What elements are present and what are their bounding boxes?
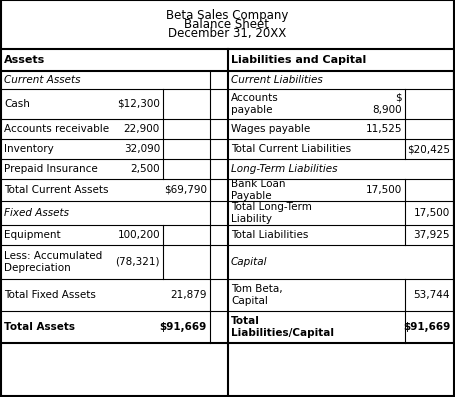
Text: Total Assets: Total Assets: [4, 322, 75, 332]
Text: Cash: Cash: [4, 99, 30, 109]
Text: Total Long-Term
Liability: Total Long-Term Liability: [231, 202, 312, 224]
Text: Beta Sales Company: Beta Sales Company: [166, 8, 288, 21]
Text: Wages payable: Wages payable: [231, 124, 310, 134]
Text: 17,500: 17,500: [414, 208, 450, 218]
Text: Liabilities and Capital: Liabilities and Capital: [231, 55, 366, 65]
Text: Equipment: Equipment: [4, 230, 61, 240]
Text: Less: Accumulated
Depreciation: Less: Accumulated Depreciation: [4, 251, 102, 274]
Text: 100,200: 100,200: [117, 230, 160, 240]
Text: 2,500: 2,500: [131, 164, 160, 174]
Text: $91,669: $91,669: [160, 322, 207, 332]
Text: $91,669: $91,669: [403, 322, 450, 332]
Text: Total Fixed Assets: Total Fixed Assets: [4, 290, 96, 300]
Text: Accounts receivable: Accounts receivable: [4, 124, 109, 134]
Text: Bank Loan
Payable: Bank Loan Payable: [231, 179, 285, 201]
Text: Balance Sheet: Balance Sheet: [184, 18, 269, 31]
Text: 17,500: 17,500: [366, 185, 402, 195]
Text: Total Current Liabilities: Total Current Liabilities: [231, 144, 351, 154]
Text: Assets: Assets: [4, 55, 45, 65]
Text: 32,090: 32,090: [124, 144, 160, 154]
Text: Total Current Assets: Total Current Assets: [4, 185, 108, 195]
Text: Capital: Capital: [231, 257, 268, 267]
Text: Total Liabilities: Total Liabilities: [231, 230, 308, 240]
Text: $
8,900: $ 8,900: [372, 93, 402, 116]
Text: Accounts
payable: Accounts payable: [231, 93, 279, 116]
Text: Fixed Assets: Fixed Assets: [4, 208, 69, 218]
Text: $12,300: $12,300: [117, 99, 160, 109]
Text: Current Assets: Current Assets: [4, 75, 81, 85]
Text: $69,790: $69,790: [164, 185, 207, 195]
Text: 21,879: 21,879: [171, 290, 207, 300]
Text: $20,425: $20,425: [407, 144, 450, 154]
Text: December 31, 20XX: December 31, 20XX: [168, 27, 286, 40]
Text: Prepaid Insurance: Prepaid Insurance: [4, 164, 98, 174]
Text: Tom Beta,
Capital: Tom Beta, Capital: [231, 283, 283, 306]
Text: (78,321): (78,321): [116, 257, 160, 267]
Text: 11,525: 11,525: [365, 124, 402, 134]
Text: Long-Term Liabilities: Long-Term Liabilities: [231, 164, 338, 174]
Text: Inventory: Inventory: [4, 144, 54, 154]
Text: Current Liabilities: Current Liabilities: [231, 75, 323, 85]
Text: 53,744: 53,744: [414, 290, 450, 300]
Text: 22,900: 22,900: [124, 124, 160, 134]
Text: Total
Liabilities/Capital: Total Liabilities/Capital: [231, 316, 334, 338]
Text: 37,925: 37,925: [414, 230, 450, 240]
